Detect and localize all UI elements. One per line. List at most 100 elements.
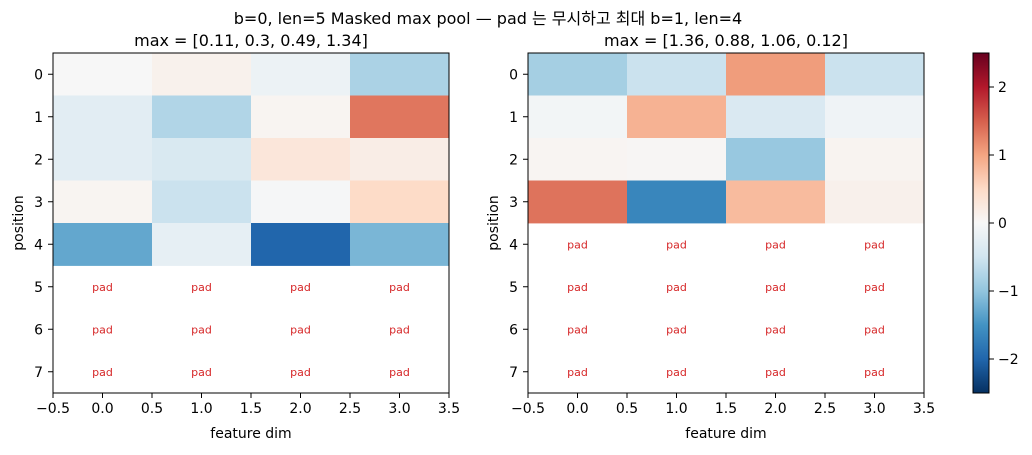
pad-label: pad <box>92 323 113 336</box>
x-tick-label: 1.0 <box>665 401 687 417</box>
heatmap-cell <box>627 95 727 139</box>
x-tick-label: 3.5 <box>913 401 935 417</box>
heatmap-cell <box>251 180 351 224</box>
heatmap-cell <box>627 180 727 224</box>
y-tick-label: 6 <box>509 322 518 338</box>
panel-title: max = [0.11, 0.3, 0.49, 1.34] <box>134 31 368 50</box>
heatmap-cell <box>825 180 925 224</box>
x-tick-label: 1.5 <box>240 401 262 417</box>
y-tick-label: 1 <box>34 110 43 126</box>
pad-label: pad <box>864 366 885 379</box>
pad-label: pad <box>864 323 885 336</box>
pad-label: pad <box>666 238 687 251</box>
x-tick-label: 2.0 <box>764 401 786 417</box>
heatmap-cell <box>825 95 925 139</box>
heatmap-cell <box>53 53 153 96</box>
heatmap-cell <box>350 138 450 181</box>
y-tick-label: 0 <box>34 67 43 83</box>
x-tick-label: 2.5 <box>339 401 361 417</box>
heatmap-cell <box>251 53 351 96</box>
colorbar-tick-label: 2 <box>998 80 1007 96</box>
pad-label: pad <box>765 366 786 379</box>
pad-label: pad <box>567 366 588 379</box>
heatmap-cell <box>528 180 628 224</box>
y-tick-label: 3 <box>509 195 518 211</box>
x-tick-label: 2.0 <box>289 401 311 417</box>
x-tick-label: −0.5 <box>36 401 70 417</box>
heatmap-cell <box>528 95 628 139</box>
heatmap-cell <box>350 223 450 266</box>
y-tick-label: 2 <box>34 152 43 168</box>
x-tick-label: 0.5 <box>616 401 638 417</box>
heatmap-cell <box>251 95 351 139</box>
pad-label: pad <box>191 323 212 336</box>
y-tick-label: 5 <box>509 280 518 296</box>
heatmap-cell <box>152 138 252 181</box>
pad-label: pad <box>666 323 687 336</box>
pad-label: pad <box>191 366 212 379</box>
y-tick-label: 7 <box>509 365 518 381</box>
heatmap-cell <box>152 223 252 266</box>
heatmap-cell <box>528 53 628 96</box>
heatmap-cell <box>152 180 252 224</box>
heatmap-cell <box>251 138 351 181</box>
pad-label: pad <box>389 323 410 336</box>
heatmap-cell <box>53 223 153 266</box>
x-tick-label: 1.5 <box>715 401 737 417</box>
heatmap-cell <box>726 180 826 224</box>
x-tick-label: 0.0 <box>566 401 588 417</box>
colorbar-scale <box>972 52 990 394</box>
pad-label: pad <box>389 281 410 294</box>
colorbar-tick-label: 0 <box>998 216 1007 232</box>
pad-label: pad <box>666 366 687 379</box>
heatmap-cell <box>53 138 153 181</box>
heatmap-cell <box>726 95 826 139</box>
pad-label: pad <box>290 366 311 379</box>
pad-label: pad <box>666 281 687 294</box>
pad-label: pad <box>92 366 113 379</box>
figure-suptitle: b=0, len=5 Masked max pool — pad 는 무시하고 … <box>234 9 742 28</box>
pad-label: pad <box>864 238 885 251</box>
pad-label: pad <box>290 323 311 336</box>
pad-label: pad <box>389 366 410 379</box>
y-tick-label: 6 <box>34 322 43 338</box>
colorbar-tick-label: −1 <box>998 284 1019 300</box>
heatmap-cell <box>152 95 252 139</box>
x-axis-label: feature dim <box>685 426 766 442</box>
heatmap-panel-0: max = [0.11, 0.3, 0.49, 1.34] pad pad pad pa… <box>11 31 460 442</box>
heatmap-cell <box>726 138 826 181</box>
pad-label: pad <box>864 281 885 294</box>
heatmap-cell <box>825 53 925 96</box>
heatmap-cell <box>726 53 826 96</box>
heatmap-cell <box>825 138 925 181</box>
colorbar-tick-label: −2 <box>998 352 1019 368</box>
y-tick-label: 4 <box>509 237 518 253</box>
pad-label: pad <box>567 281 588 294</box>
heatmap-cell <box>528 138 628 181</box>
x-axis-label: feature dim <box>210 426 291 442</box>
heatmap-cell <box>350 53 450 96</box>
x-tick-label: 1.0 <box>190 401 212 417</box>
y-axis-label: position <box>11 195 27 250</box>
y-tick-label: 5 <box>34 280 43 296</box>
pad-label: pad <box>765 281 786 294</box>
heatmap-panel-1: max = [1.36, 0.88, 1.06, 0.12] pad pad pad p… <box>486 31 935 442</box>
colorbar-tick-label: 1 <box>998 148 1007 164</box>
x-tick-label: 0.5 <box>141 401 163 417</box>
y-tick-label: 0 <box>509 67 518 83</box>
y-tick-label: 4 <box>34 237 43 253</box>
y-tick-label: 7 <box>34 365 43 381</box>
heatmap-cell <box>53 180 153 224</box>
y-tick-label: 1 <box>509 110 518 126</box>
y-tick-label: 2 <box>509 152 518 168</box>
x-tick-label: 2.5 <box>814 401 836 417</box>
heatmap-cell <box>627 138 727 181</box>
pad-label: pad <box>567 323 588 336</box>
pad-label: pad <box>290 281 311 294</box>
heatmap-cell <box>251 223 351 266</box>
x-tick-label: 0.0 <box>91 401 113 417</box>
heatmap-cell <box>53 95 153 139</box>
pad-label: pad <box>92 281 113 294</box>
heatmap-cell <box>350 180 450 224</box>
